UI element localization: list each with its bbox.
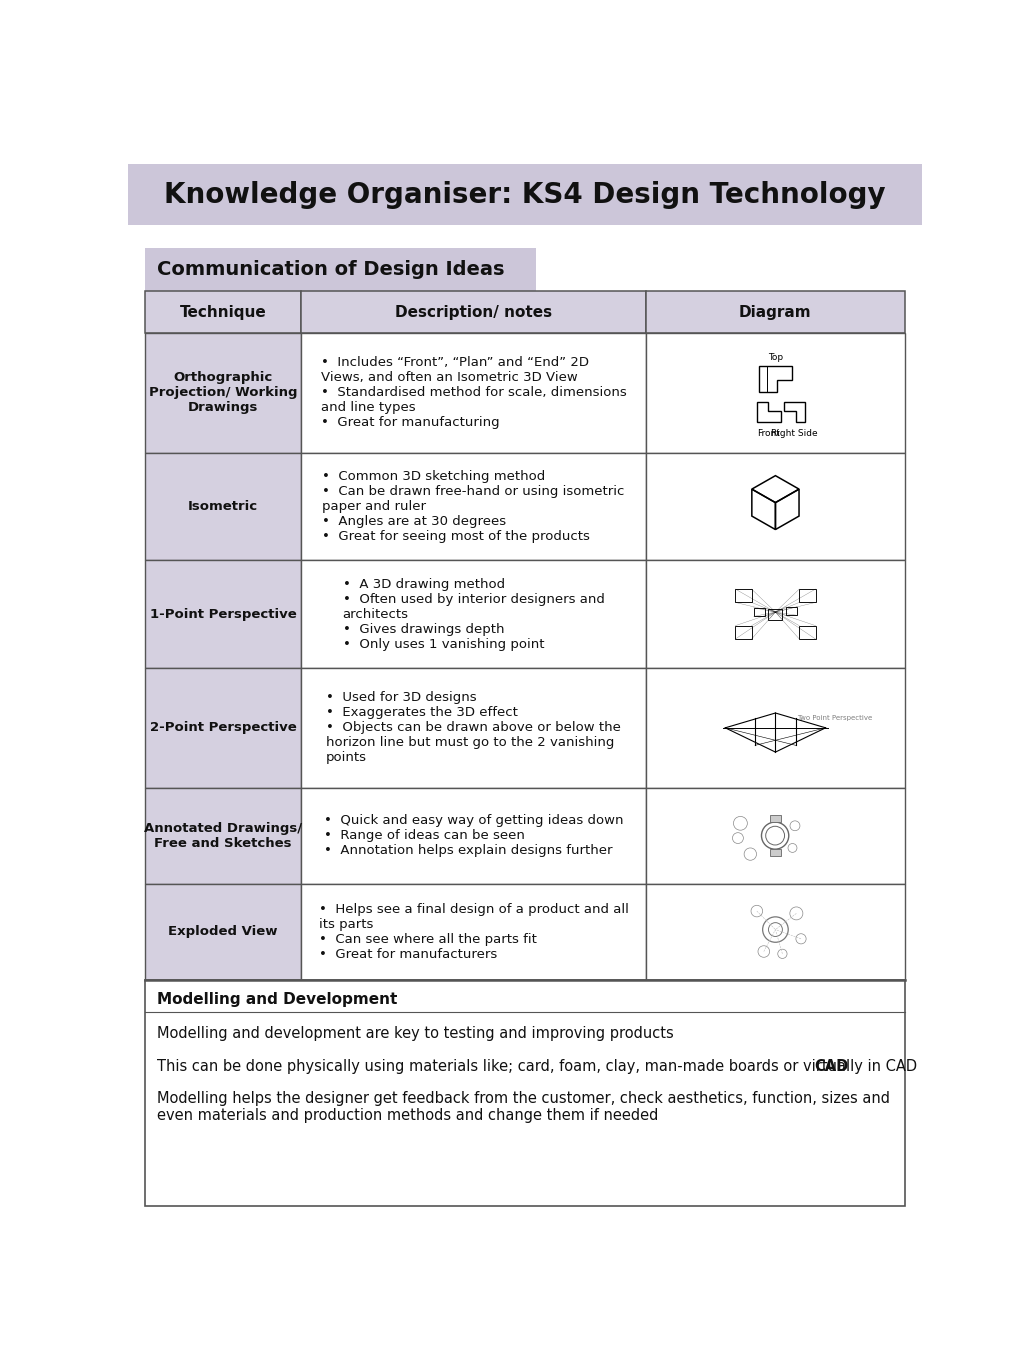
Text: •  Used for 3D designs
•  Exaggerates the 3D effect
•  Objects can be drawn abov: • Used for 3D designs • Exaggerates the … — [326, 691, 621, 764]
Bar — [145, 667, 301, 788]
Bar — [145, 453, 301, 561]
Bar — [145, 788, 301, 883]
Bar — [646, 291, 904, 333]
Text: Annotated Drawings/
Free and Sketches: Annotated Drawings/ Free and Sketches — [143, 822, 302, 849]
Text: •  Common 3D sketching method
•  Can be drawn free-hand or using isometric
paper: • Common 3D sketching method • Can be dr… — [323, 470, 625, 543]
Bar — [145, 980, 904, 1205]
Text: Modelling and Development: Modelling and Development — [157, 991, 397, 1006]
Bar — [145, 883, 301, 980]
Text: CAD: CAD — [814, 1058, 848, 1073]
Bar — [301, 453, 646, 561]
Bar — [735, 625, 752, 639]
Bar — [768, 609, 782, 620]
Text: Modelling helps the designer get feedback from the customer, check aesthetics, f: Modelling helps the designer get feedbac… — [157, 1091, 890, 1123]
Bar — [301, 883, 646, 980]
Text: Two Point Perspective: Two Point Perspective — [797, 715, 872, 721]
Bar — [786, 606, 797, 616]
Bar — [646, 453, 904, 561]
Bar — [145, 248, 536, 291]
Text: Knowledge Organiser: KS4 Design Technology: Knowledge Organiser: KS4 Design Technolo… — [164, 180, 886, 209]
Bar — [301, 788, 646, 883]
Bar — [646, 667, 904, 788]
Text: 1-Point Perspective: 1-Point Perspective — [150, 607, 296, 621]
Bar — [301, 561, 646, 667]
Bar — [754, 607, 765, 617]
Text: Exploded View: Exploded View — [168, 925, 278, 938]
Text: Orthographic
Projection/ Working
Drawings: Orthographic Projection/ Working Drawing… — [148, 371, 297, 415]
Text: Isometric: Isometric — [187, 500, 258, 513]
Bar — [770, 849, 780, 856]
Text: Technique: Technique — [179, 304, 266, 319]
Bar — [128, 164, 922, 225]
Text: Diagram: Diagram — [739, 304, 812, 319]
Text: Description/ notes: Description/ notes — [395, 304, 552, 319]
Text: •  Includes “Front”, “Plan” and “End” 2D
Views, and often an Isometric 3D View
•: • Includes “Front”, “Plan” and “End” 2D … — [321, 356, 627, 430]
Text: 2-Point Perspective: 2-Point Perspective — [150, 721, 296, 734]
Text: Front: Front — [758, 429, 780, 438]
Text: Right Side: Right Side — [771, 429, 818, 438]
Bar — [735, 590, 752, 602]
Text: This can be done physically using materials like; card, foam, clay, man-made boa: This can be done physically using materi… — [157, 1058, 916, 1073]
Bar — [800, 590, 815, 602]
Bar — [646, 333, 904, 453]
Bar — [145, 291, 301, 333]
Text: •  A 3D drawing method
•  Often used by interior designers and
architects
•  Giv: • A 3D drawing method • Often used by in… — [343, 577, 604, 651]
Bar — [145, 333, 301, 453]
Bar — [646, 561, 904, 667]
Text: •  Helps see a final design of a product and all
its parts
•  Can see where all : • Helps see a final design of a product … — [318, 902, 629, 961]
Bar — [301, 333, 646, 453]
Bar — [646, 788, 904, 883]
Bar — [145, 561, 301, 667]
Bar — [646, 883, 904, 980]
Text: Modelling and development are key to testing and improving products: Modelling and development are key to tes… — [157, 1026, 674, 1041]
Bar — [800, 625, 815, 639]
Text: Communication of Design Ideas: Communication of Design Ideas — [157, 261, 504, 280]
Bar — [301, 291, 646, 333]
Bar — [301, 667, 646, 788]
Text: Top: Top — [768, 354, 783, 362]
Bar — [770, 815, 780, 822]
Text: •  Quick and easy way of getting ideas down
•  Range of ideas can be seen
•  Ann: • Quick and easy way of getting ideas do… — [324, 814, 624, 857]
